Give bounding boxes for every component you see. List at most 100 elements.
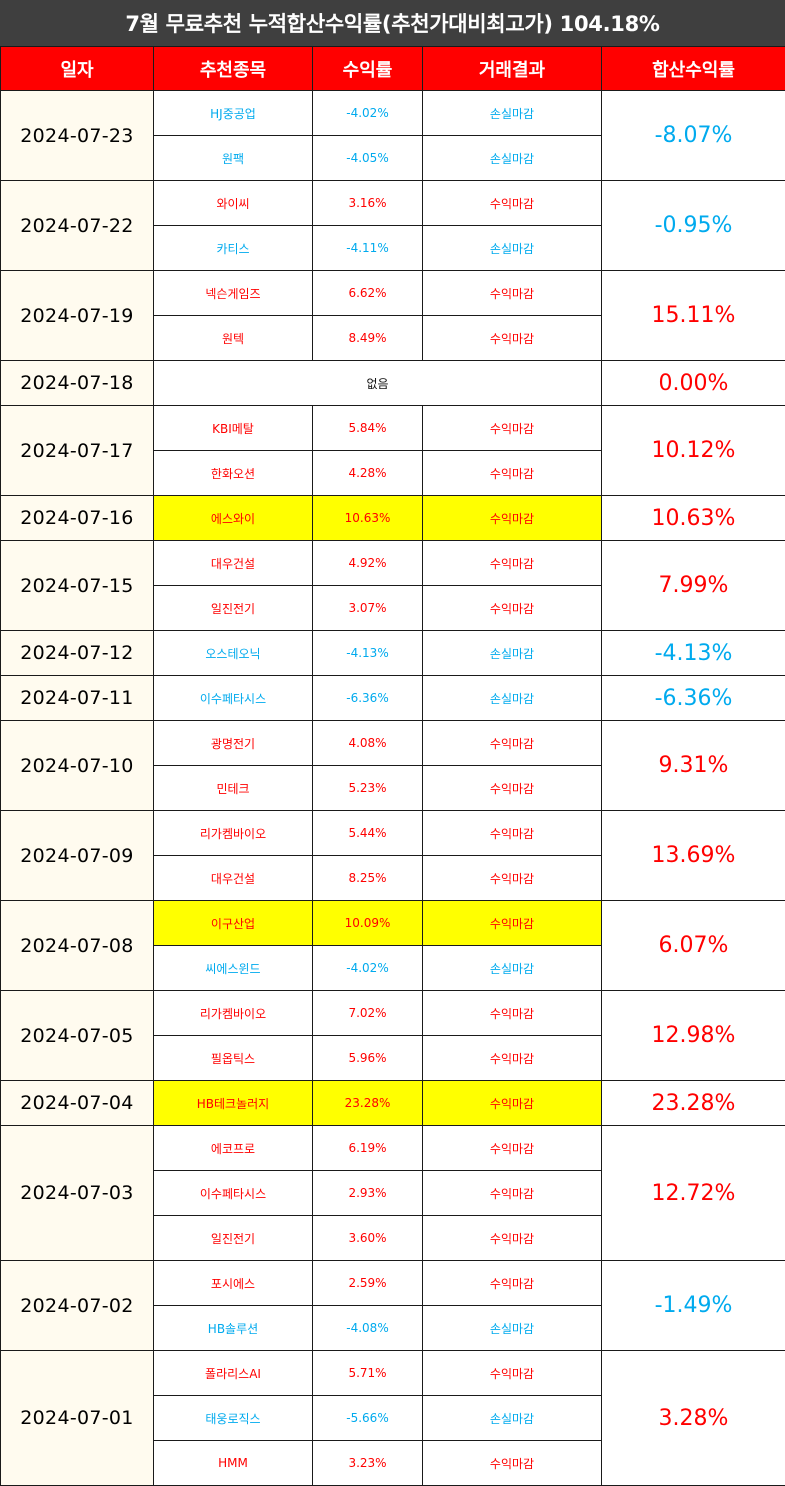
- table-row: 2024-07-10 광명전기 4.08% 수익마감 9.31%: [0, 720, 785, 811]
- table-row: 2024-07-15 대우건설 4.92% 수익마감 7.99%: [0, 540, 785, 631]
- result-cell: 손실마감: [422, 1305, 602, 1351]
- total-return-cell: 7.99%: [601, 540, 785, 631]
- table-row: 2024-07-04 HB테크놀러지 23.28% 수익마감 23.28%: [0, 1080, 785, 1126]
- table-row: 2024-07-17 KBI메탈 5.84% 수익마감 10.12%: [0, 405, 785, 496]
- stock-name-cell: HJ중공업: [153, 90, 313, 136]
- total-return-cell: 12.72%: [601, 1125, 785, 1261]
- return-cell: -4.11%: [312, 225, 423, 271]
- total-return-cell: 12.98%: [601, 990, 785, 1081]
- date-cell: 2024-07-18: [0, 360, 154, 406]
- result-cell: 수익마감: [422, 1035, 602, 1081]
- table-row: 일진전기 3.07% 수익마감: [1, 585, 785, 631]
- stock-name-cell: 와이씨: [153, 180, 313, 226]
- return-cell: -4.08%: [312, 1305, 423, 1351]
- table-row: 원텍 8.49% 수익마감: [1, 315, 785, 361]
- header-date: 일자: [0, 46, 154, 91]
- return-cell: 4.08%: [312, 720, 423, 766]
- return-cell: 10.09%: [312, 900, 423, 946]
- return-cell: 5.44%: [312, 810, 423, 856]
- result-cell: 수익마감: [422, 540, 602, 586]
- stock-name-cell: 폴라리스AI: [153, 1350, 313, 1396]
- return-cell: 3.07%: [312, 585, 423, 631]
- return-cell: 4.28%: [312, 450, 423, 496]
- table-row: 원팩 -4.05% 손실마감: [1, 135, 785, 181]
- stock-name-cell: 한화오션: [153, 450, 313, 496]
- stock-name-cell: 일진전기: [153, 585, 313, 631]
- stock-name-cell: 넥슨게임즈: [153, 270, 313, 316]
- table-row: HMM 3.23% 수익마감: [1, 1440, 785, 1486]
- result-cell: 손실마감: [422, 945, 602, 991]
- table-row: 이수페타시스 2.93% 수익마감: [1, 1170, 785, 1216]
- table-row: 2024-07-11 이수페타시스 -6.36% 손실마감 -6.36%: [0, 675, 785, 721]
- return-cell: -4.02%: [312, 945, 423, 991]
- date-cell: 2024-07-08: [0, 900, 154, 991]
- date-cell: 2024-07-01: [0, 1350, 154, 1486]
- stock-name-cell: KBI메탈: [153, 405, 313, 451]
- table-row: 일진전기 3.60% 수익마감: [1, 1215, 785, 1261]
- return-cell: 6.19%: [312, 1125, 423, 1171]
- stock-name-cell: HB테크놀러지: [153, 1080, 313, 1126]
- result-cell: 손실마감: [422, 135, 602, 181]
- return-cell: 5.71%: [312, 1350, 423, 1396]
- result-cell: 수익마감: [422, 1260, 602, 1306]
- total-return-cell: -6.36%: [601, 675, 785, 721]
- table-row: 2024-07-05 리가켐바이오 7.02% 수익마감 12.98%: [0, 990, 785, 1081]
- table-row: 2024-07-18 없음 0.00%: [0, 360, 785, 406]
- stock-name-cell: 오스테오닉: [153, 630, 313, 676]
- stock-name-cell: 리가켐바이오: [153, 810, 313, 856]
- stock-name-cell: HMM: [153, 1440, 313, 1486]
- table-row: 한화오션 4.28% 수익마감: [1, 450, 785, 496]
- stock-name-cell: 광명전기: [153, 720, 313, 766]
- result-cell: 손실마감: [422, 225, 602, 271]
- date-cell: 2024-07-17: [0, 405, 154, 496]
- table-row: 2024-07-22 와이씨 3.16% 수익마감 -0.95%: [0, 180, 785, 271]
- result-cell: 손실마감: [422, 1395, 602, 1441]
- result-cell: 수익마감: [422, 855, 602, 901]
- total-return-cell: -8.07%: [601, 90, 785, 181]
- total-return-cell: 6.07%: [601, 900, 785, 991]
- return-cell: 3.16%: [312, 180, 423, 226]
- date-cell: 2024-07-05: [0, 990, 154, 1081]
- table-row: 대우건설 8.25% 수익마감: [1, 855, 785, 901]
- table-row: 2024-07-19 넥슨게임즈 6.62% 수익마감 15.11%: [0, 270, 785, 361]
- stock-name-cell: 민테크: [153, 765, 313, 811]
- table-row: 2024-07-03 에코프로 6.19% 수익마감 12.72%: [0, 1125, 785, 1261]
- return-cell: 5.96%: [312, 1035, 423, 1081]
- table-row: 2024-07-23 HJ중공업 -4.02% 손실마감 -8.07%: [0, 90, 785, 181]
- total-return-cell: 15.11%: [601, 270, 785, 361]
- return-cell: 5.23%: [312, 765, 423, 811]
- date-cell: 2024-07-09: [0, 810, 154, 901]
- header-total-return: 합산수익률: [601, 46, 785, 91]
- return-cell: 3.23%: [312, 1440, 423, 1486]
- header-stock: 추천종목: [153, 46, 313, 91]
- stock-name-cell: 이수페타시스: [153, 1170, 313, 1216]
- result-cell: 수익마감: [422, 180, 602, 226]
- stock-name-cell: 대우건설: [153, 855, 313, 901]
- result-cell: 수익마감: [422, 1170, 602, 1216]
- result-cell: 수익마감: [422, 315, 602, 361]
- date-cell: 2024-07-02: [0, 1260, 154, 1351]
- return-cell: 7.02%: [312, 990, 423, 1036]
- total-return-cell: 23.28%: [601, 1080, 785, 1126]
- stock-name-cell: HB솔루션: [153, 1305, 313, 1351]
- total-return-cell: -1.49%: [601, 1260, 785, 1351]
- table-row: 2024-07-08 이구산업 10.09% 수익마감 6.07%: [0, 900, 785, 991]
- return-cell: -6.36%: [312, 675, 423, 721]
- return-cell: 23.28%: [312, 1080, 423, 1126]
- stock-name-cell: 필옵틱스: [153, 1035, 313, 1081]
- result-cell: 손실마감: [422, 630, 602, 676]
- total-return-cell: -4.13%: [601, 630, 785, 676]
- result-cell: 수익마감: [422, 900, 602, 946]
- stock-name-cell: 씨에스윈드: [153, 945, 313, 991]
- table-body: 2024-07-23 HJ중공업 -4.02% 손실마감 -8.07% 원팩 -4.05% 손…: [0, 90, 785, 1486]
- date-cell: 2024-07-04: [0, 1080, 154, 1126]
- return-cell: 4.92%: [312, 540, 423, 586]
- result-cell: 수익마감: [422, 1350, 602, 1396]
- result-cell: 수익마감: [422, 405, 602, 451]
- stock-name-cell: 포시에스: [153, 1260, 313, 1306]
- total-return-cell: 0.00%: [601, 360, 785, 406]
- stock-name-cell: 태웅로직스: [153, 1395, 313, 1441]
- page-title: 7월 무료추천 누적합산수익률(추천가대비최고가) 104.18%: [0, 0, 785, 46]
- result-cell: 수익마감: [422, 1125, 602, 1171]
- result-cell: 수익마감: [422, 495, 602, 541]
